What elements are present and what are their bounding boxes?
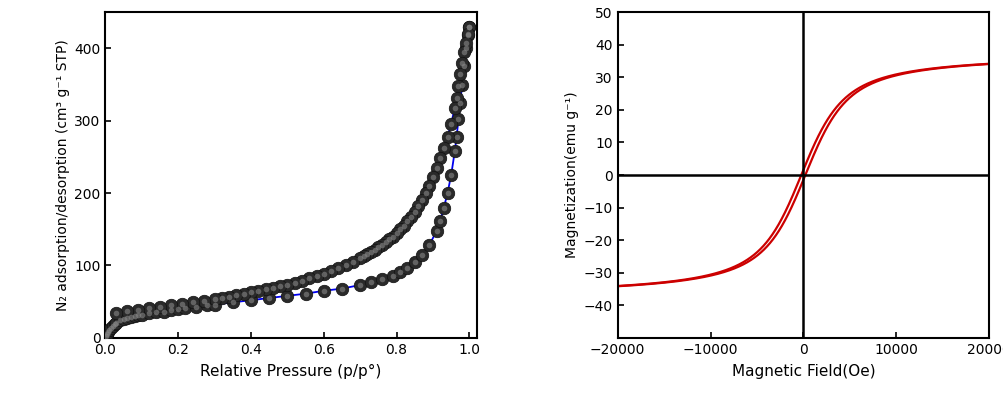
X-axis label: Relative Pressure (p/p°): Relative Pressure (p/p°) xyxy=(201,363,381,379)
Y-axis label: N₂ adsorption/desorption (cm³ g⁻¹ STP): N₂ adsorption/desorption (cm³ g⁻¹ STP) xyxy=(56,39,70,311)
Y-axis label: Magnetization(emu g⁻¹): Magnetization(emu g⁻¹) xyxy=(565,92,579,258)
X-axis label: Magnetic Field(Oe): Magnetic Field(Oe) xyxy=(731,363,875,379)
